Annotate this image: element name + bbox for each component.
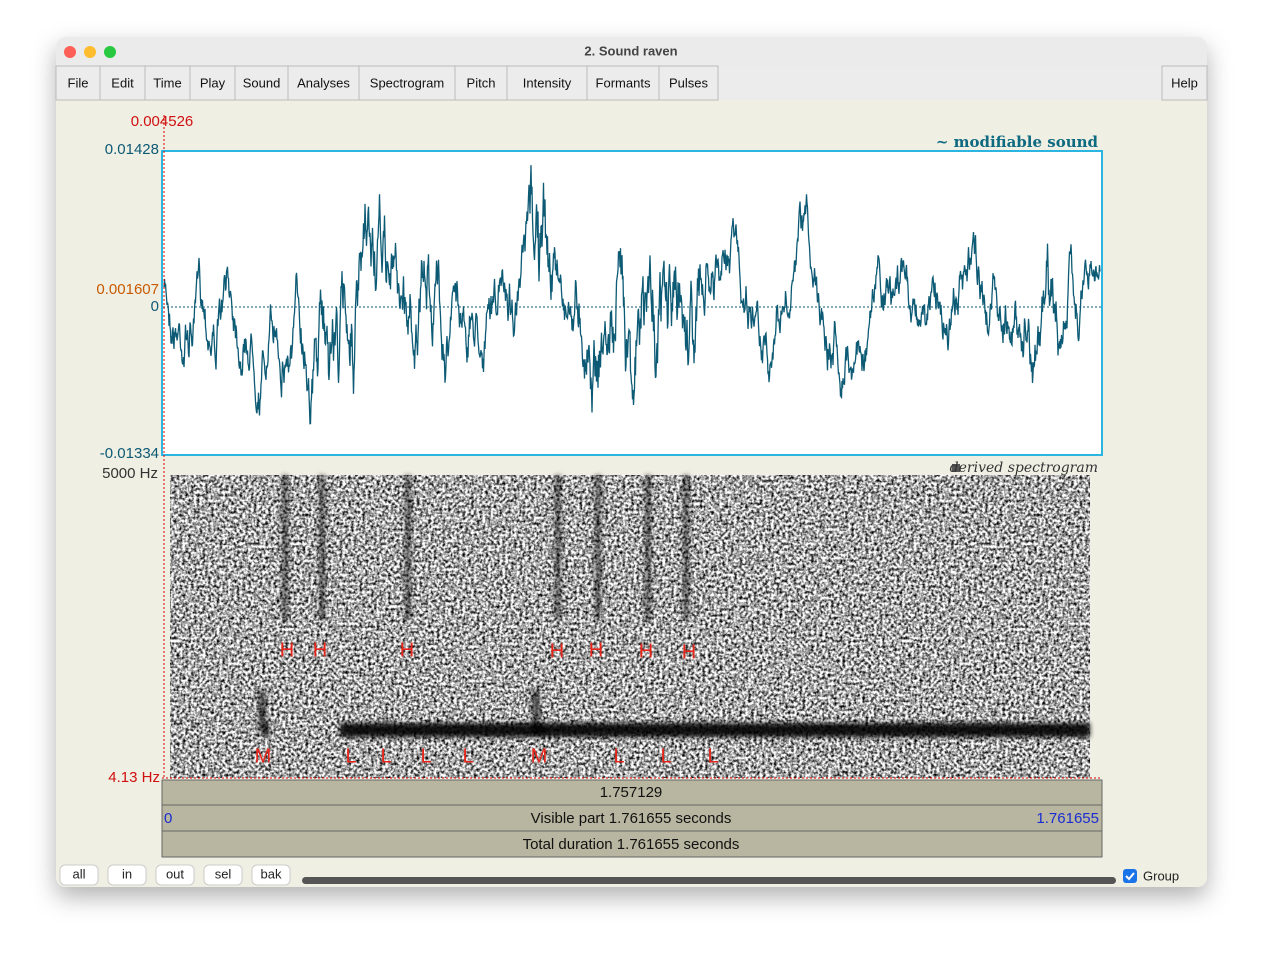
visible-bar[interactable] — [161, 804, 1103, 832]
annotation: L — [707, 745, 718, 767]
freq-bottom: 4.13 Hz — [108, 769, 160, 786]
total-text: Total duration 1.761655 seconds — [523, 836, 740, 853]
button-label: out — [166, 866, 184, 881]
waveform — [163, 165, 1101, 425]
help-label: Help — [1171, 75, 1198, 90]
cursor-time: 0.004526 — [131, 113, 194, 130]
cursor-value: 0.001607 — [96, 281, 159, 298]
spectrogram-speckle — [170, 475, 1090, 778]
visible-text: Visible part 1.761655 seconds — [531, 810, 732, 827]
sound-label: ~ modifiable sound — [936, 133, 1099, 151]
zoom-button[interactable] — [155, 864, 195, 886]
help-menu[interactable] — [1161, 65, 1208, 101]
window-title: 2. Sound raven — [584, 43, 677, 58]
menu-label: Edit — [111, 75, 134, 90]
title-bar — [56, 37, 1207, 66]
menu-label: Time — [153, 75, 181, 90]
menu-label: Analyses — [297, 75, 350, 90]
group-label: Group — [1143, 868, 1179, 883]
annotation: H — [639, 640, 653, 662]
spectrogram-label: derived spectrogram — [950, 460, 1098, 476]
annotation: L — [380, 745, 391, 767]
sound-zero: 0 — [151, 298, 159, 315]
annotation: H — [280, 639, 294, 661]
scrollbar[interactable] — [302, 877, 1116, 884]
visible-start: 0 — [164, 810, 172, 827]
menu-item[interactable] — [287, 65, 360, 101]
annotation: M — [255, 745, 272, 767]
zoom-button[interactable] — [104, 46, 116, 58]
zoom-button[interactable] — [59, 864, 99, 886]
minimize-button[interactable] — [84, 46, 96, 58]
menu-label: Play — [200, 75, 226, 90]
group-checkbox[interactable] — [1123, 869, 1137, 883]
annotation: L — [345, 745, 356, 767]
annotation: H — [550, 640, 564, 662]
annotation: H — [589, 639, 603, 661]
menu-item[interactable] — [55, 65, 101, 101]
menu-item[interactable] — [658, 65, 719, 101]
sound-max: 0.01428 — [105, 141, 159, 158]
cursor-bar[interactable] — [161, 779, 1103, 806]
annotation: H — [682, 641, 696, 663]
annotation: L — [660, 745, 671, 767]
spectrogram-icon — [952, 464, 960, 472]
zoom-button[interactable] — [107, 864, 147, 886]
annotation: L — [462, 745, 473, 767]
cursor-bar-text: 1.757129 — [600, 784, 663, 801]
menu-item[interactable] — [99, 65, 146, 101]
menu-item[interactable] — [506, 65, 588, 101]
menu-label: Spectrogram — [370, 75, 444, 90]
menu-label: Intensity — [523, 75, 572, 90]
button-label: in — [122, 866, 132, 881]
annotation: H — [313, 639, 327, 661]
waveform-box — [161, 150, 1103, 456]
menu-label: Pulses — [669, 75, 709, 90]
zoom-button[interactable] — [251, 864, 291, 886]
sound-min: -0.01334 — [100, 445, 159, 462]
menu-label: Pitch — [467, 75, 496, 90]
menu-label: Sound — [243, 75, 281, 90]
menu-label: Formants — [596, 75, 651, 90]
zoom-button[interactable] — [203, 864, 243, 886]
total-bar[interactable] — [161, 830, 1103, 858]
menu-item[interactable] — [454, 65, 508, 101]
menu-item[interactable] — [586, 65, 660, 101]
menu-item[interactable] — [144, 65, 191, 101]
visible-end: 1.761655 — [1036, 810, 1099, 827]
menu-label: File — [68, 75, 89, 90]
menu-item[interactable] — [234, 65, 289, 101]
button-label: bak — [261, 866, 282, 881]
close-button[interactable] — [64, 46, 76, 58]
checkmark — [1125, 872, 1135, 881]
button-label: sel — [215, 866, 232, 881]
menu-item[interactable] — [358, 65, 456, 101]
annotation: L — [420, 745, 431, 767]
button-label: all — [72, 866, 85, 881]
annotation: M — [531, 745, 548, 767]
annotation: H — [400, 639, 414, 661]
annotation: L — [613, 745, 624, 767]
freq-top: 5000 Hz — [102, 465, 158, 482]
